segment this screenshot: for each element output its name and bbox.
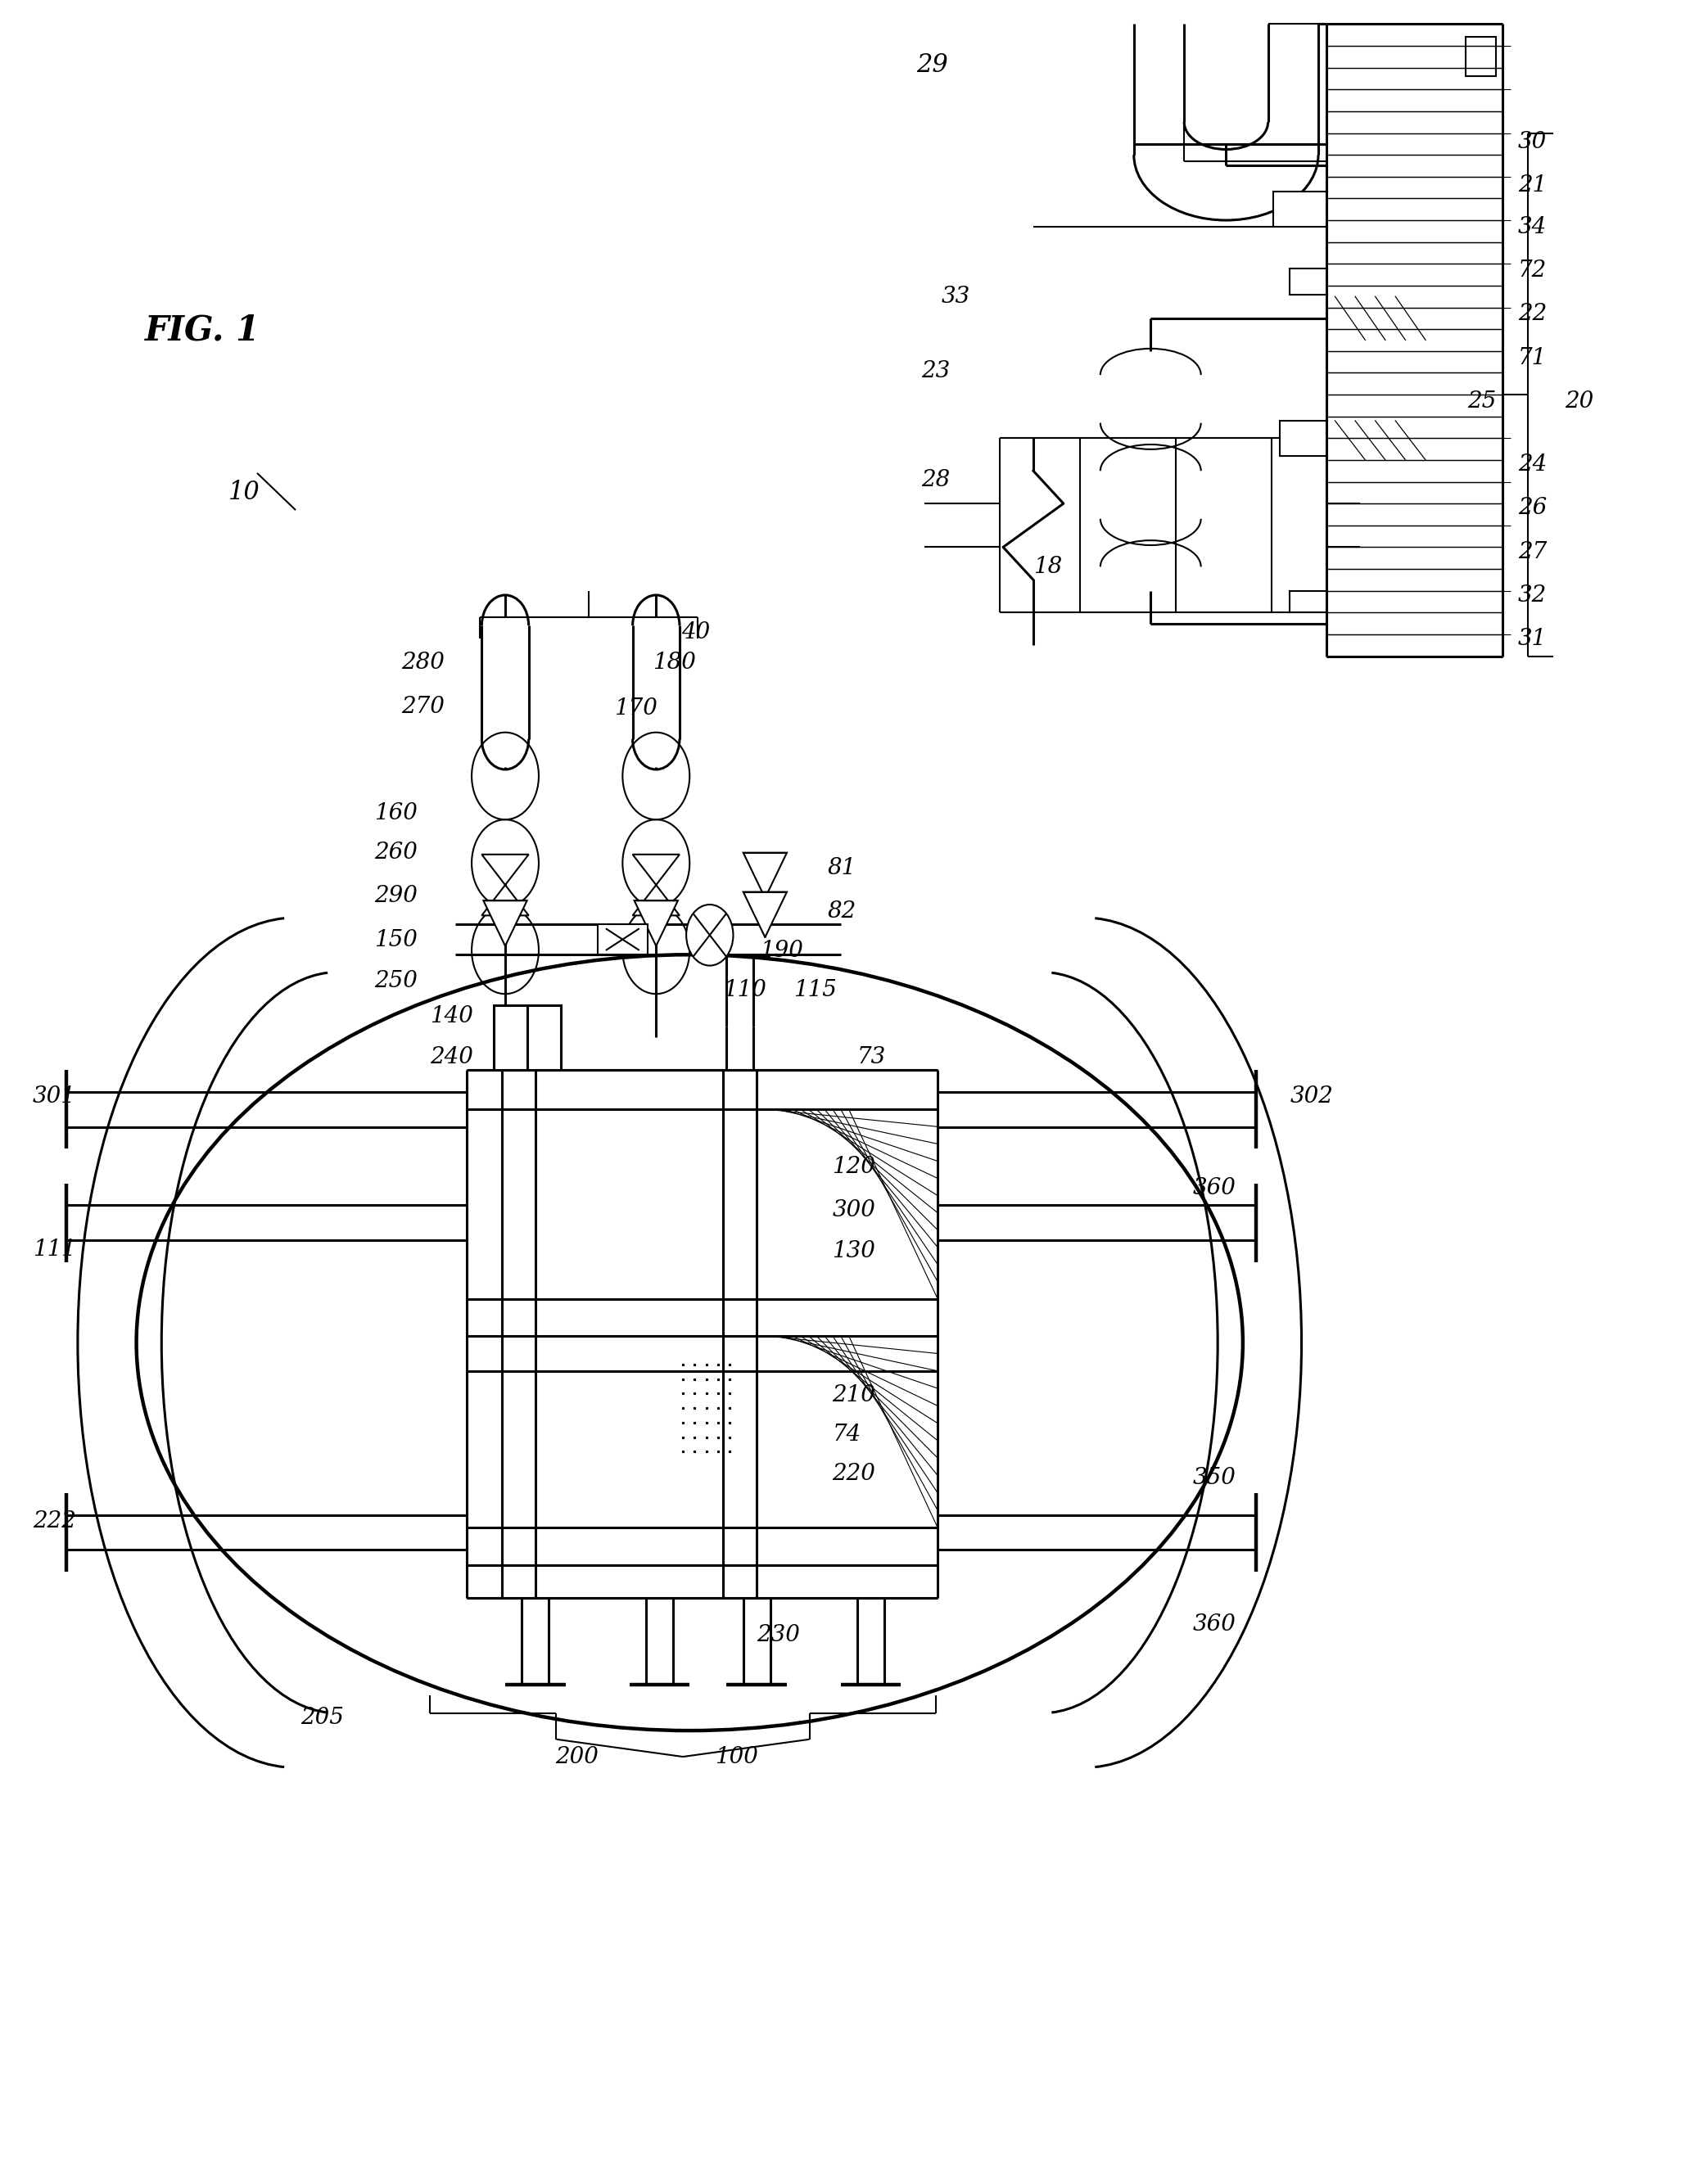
- Text: 28: 28: [921, 470, 950, 491]
- Text: 350: 350: [1192, 1468, 1236, 1489]
- Circle shape: [686, 904, 733, 965]
- Text: 222: 222: [32, 1511, 76, 1533]
- Text: 360: 360: [1192, 1614, 1236, 1636]
- Text: FIG. 1: FIG. 1: [145, 312, 261, 347]
- Text: 180: 180: [652, 653, 696, 675]
- Text: 160: 160: [375, 802, 419, 826]
- Text: 301: 301: [32, 1085, 76, 1107]
- Text: 360: 360: [1192, 1177, 1236, 1199]
- Text: 74: 74: [832, 1424, 861, 1446]
- Text: 210: 210: [832, 1385, 876, 1406]
- Text: 280: 280: [402, 653, 444, 675]
- Text: 111: 111: [32, 1238, 76, 1260]
- Text: 110: 110: [723, 978, 767, 1000]
- Polygon shape: [743, 891, 787, 937]
- Text: 300: 300: [832, 1199, 876, 1221]
- Text: 205: 205: [301, 1708, 345, 1730]
- Bar: [1289, 269, 1326, 295]
- Text: 21: 21: [1518, 175, 1547, 197]
- Text: 30: 30: [1518, 131, 1547, 153]
- Text: 34: 34: [1518, 216, 1547, 238]
- Text: 100: 100: [714, 1745, 758, 1769]
- Text: 220: 220: [832, 1463, 876, 1485]
- Text: 81: 81: [827, 856, 856, 878]
- Bar: [1289, 590, 1326, 612]
- Polygon shape: [484, 900, 528, 946]
- Text: 31: 31: [1518, 629, 1547, 651]
- Text: 270: 270: [402, 695, 444, 719]
- Text: 250: 250: [375, 970, 419, 992]
- Bar: [494, 1005, 528, 1070]
- Text: 23: 23: [921, 360, 950, 382]
- Text: 10: 10: [229, 480, 261, 505]
- Text: 190: 190: [760, 939, 804, 961]
- Bar: [1466, 37, 1496, 76]
- Text: 40: 40: [681, 622, 709, 644]
- Bar: [597, 924, 647, 954]
- Text: 18: 18: [1034, 557, 1062, 579]
- Text: 27: 27: [1518, 542, 1547, 563]
- Text: 25: 25: [1468, 391, 1496, 413]
- Polygon shape: [632, 885, 679, 915]
- Text: 73: 73: [857, 1046, 886, 1068]
- Bar: [528, 1005, 560, 1070]
- Text: 20: 20: [1565, 391, 1594, 413]
- Text: 29: 29: [916, 52, 948, 79]
- Text: 24: 24: [1518, 454, 1547, 476]
- Text: 120: 120: [832, 1155, 876, 1177]
- Text: 82: 82: [827, 900, 856, 922]
- Text: 32: 32: [1518, 585, 1547, 607]
- Ellipse shape: [136, 954, 1242, 1730]
- Polygon shape: [743, 852, 787, 898]
- Polygon shape: [482, 885, 530, 915]
- Text: 71: 71: [1518, 347, 1547, 369]
- Text: 33: 33: [941, 286, 970, 308]
- Polygon shape: [632, 854, 679, 885]
- Text: 150: 150: [375, 928, 419, 950]
- Text: 302: 302: [1289, 1085, 1333, 1107]
- Text: 200: 200: [555, 1745, 598, 1769]
- Text: 170: 170: [614, 697, 657, 721]
- Text: 140: 140: [430, 1005, 472, 1026]
- Text: 72: 72: [1518, 260, 1547, 282]
- Text: 115: 115: [793, 978, 837, 1000]
- Text: 240: 240: [430, 1046, 472, 1068]
- Bar: [1279, 422, 1326, 456]
- Text: 260: 260: [375, 841, 419, 863]
- Text: 22: 22: [1518, 304, 1547, 325]
- Bar: [1273, 192, 1326, 227]
- Text: 26: 26: [1518, 498, 1547, 520]
- Text: 230: 230: [756, 1625, 800, 1647]
- Polygon shape: [634, 900, 677, 946]
- Text: 130: 130: [832, 1241, 876, 1262]
- Polygon shape: [482, 854, 530, 885]
- Text: 290: 290: [375, 885, 419, 906]
